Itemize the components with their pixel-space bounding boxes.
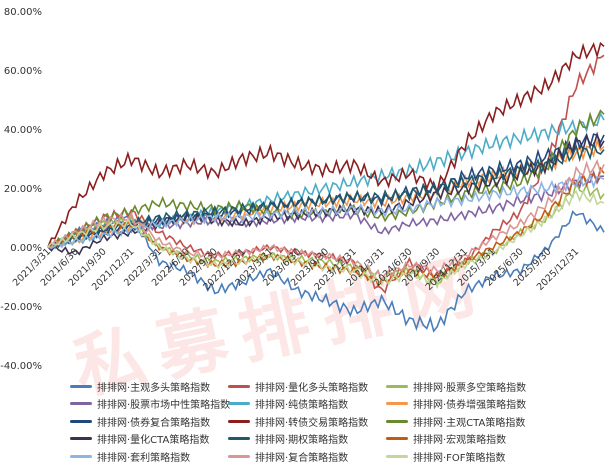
legend-label: 排排网·债券复合策略指数	[97, 417, 211, 429]
legend-swatch	[386, 437, 408, 441]
y-tick-label: 20.00%	[4, 184, 42, 195]
series-line	[47, 172, 605, 250]
legend-label: 排排网·量化多头策略指数	[255, 382, 369, 394]
legend-swatch	[70, 402, 92, 406]
legend-item[interactable]: 排排网·债券复合策略指数	[70, 413, 228, 430]
legend-item[interactable]: 排排网·股票多空策略指数	[386, 378, 546, 395]
series-line	[47, 180, 605, 286]
legend-label: 排排网·主观多头策略指数	[97, 382, 211, 394]
legend-item[interactable]: 排排网·主观CTA策略指数	[386, 413, 546, 430]
legend-swatch	[386, 384, 408, 388]
legend-item[interactable]: 排排网·复合策略指数	[228, 448, 386, 465]
legend-swatch	[70, 384, 92, 388]
legend-swatch	[228, 402, 250, 406]
legend-swatch	[228, 419, 250, 423]
legend-label: 排排网·量化CTA策略指数	[97, 435, 210, 447]
y-tick-label: 80.00%	[4, 7, 42, 18]
legend-item[interactable]: 排排网·套利策略指数	[70, 448, 228, 465]
y-tick-label: 0.00%	[10, 243, 42, 254]
legend-label: 排排网·股票市场中性策略指数	[97, 400, 231, 412]
legend-item[interactable]: 排排网·纯债策略指数	[228, 396, 386, 413]
legend-label: 排排网·转债交易策略指数	[255, 417, 369, 429]
series-line	[47, 158, 605, 283]
legend-item[interactable]: 排排网·股票市场中性策略指数	[70, 396, 231, 413]
y-tick-label: 60.00%	[4, 66, 42, 77]
legend-swatch	[228, 454, 250, 458]
legend-label: 排排网·套利策略指数	[97, 452, 191, 464]
y-tick-label: -40.00%	[0, 361, 42, 372]
series-line	[47, 189, 605, 290]
legend-swatch	[70, 419, 92, 423]
y-tick-label: -20.00%	[0, 302, 42, 313]
legend-label: 排排网·债券增强策略指数	[413, 400, 527, 412]
legend-item[interactable]: 排排网·债券增强策略指数	[386, 396, 546, 413]
series-line	[47, 109, 605, 248]
legend: 排排网·主观多头策略指数 排排网·量化多头策略指数 排排网·股票多空策略指数 排排网·…	[70, 378, 546, 465]
legend-swatch	[386, 402, 408, 406]
legend-label: 排排网·纯债策略指数	[255, 400, 349, 412]
legend-swatch	[386, 419, 408, 423]
legend-swatch	[70, 454, 92, 458]
series-line	[47, 141, 605, 248]
legend-swatch	[228, 437, 250, 441]
legend-swatch	[228, 384, 250, 388]
legend-label: 排排网·FOF策略指数	[413, 452, 506, 464]
legend-label: 排排网·主观CTA策略指数	[413, 417, 526, 429]
legend-item[interactable]: 排排网·期权策略指数	[228, 431, 386, 448]
legend-item[interactable]: 排排网·量化CTA策略指数	[70, 431, 228, 448]
legend-item[interactable]: 排排网·宏观策略指数	[386, 431, 546, 448]
legend-swatch	[386, 454, 408, 458]
legend-item[interactable]: 排排网·量化多头策略指数	[228, 378, 386, 395]
legend-item[interactable]: 排排网·FOF策略指数	[386, 448, 546, 465]
line-chart: 80.00% 60.00% 40.00% 20.00% 0.00% -20.00% -40.…	[0, 7, 605, 372]
y-tick-label: 40.00%	[4, 125, 42, 136]
legend-label: 排排网·宏观策略指数	[413, 435, 507, 447]
legend-swatch	[70, 437, 92, 441]
legend-label: 排排网·期权策略指数	[255, 435, 349, 447]
legend-item[interactable]: 排排网·转债交易策略指数	[228, 413, 386, 430]
series-line	[47, 54, 605, 295]
legend-label: 排排网·复合策略指数	[255, 452, 349, 464]
legend-item[interactable]: 排排网·主观多头策略指数	[70, 378, 228, 395]
legend-label: 排排网·股票多空策略指数	[413, 382, 527, 394]
series-line	[47, 41, 605, 248]
series-line	[47, 166, 605, 288]
